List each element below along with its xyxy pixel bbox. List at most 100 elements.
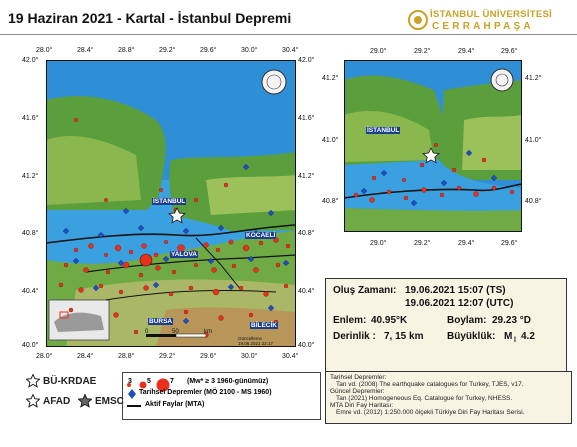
fault-line <box>85 254 297 273</box>
place-istanbul: İSTANBUL <box>152 198 187 205</box>
time-ts: 19.06.2021 15:07 (TS) <box>405 285 506 296</box>
legend-historical-icon <box>128 389 136 399</box>
time-utc: 19.06.2021 12:07 (UTC) <box>405 298 514 309</box>
inset-map[interactable] <box>344 60 522 232</box>
fault-line <box>343 183 523 199</box>
references-box: Tarihsel Depremler: Tan vd. (2008) The e… <box>325 371 572 424</box>
recent-earthquakes <box>58 118 291 338</box>
main-lon-tick-bottom: 29.6° <box>200 353 217 360</box>
main-lon-tick-top: 29.2° <box>159 47 176 54</box>
main-lat-tick-right: 40.4° <box>298 288 315 295</box>
ref-faults: Emre vd. (2012) 1:250.000 ölçekli Türkiy… <box>336 409 525 416</box>
place-kocaeli: KOCAELİ <box>245 232 277 239</box>
historical-earthquakes <box>62 163 290 325</box>
inset-lon-tick-bottom: 29.2° <box>414 240 431 247</box>
inset-epicenter-star-icon <box>422 147 440 164</box>
scale-fifty: 50 <box>172 329 179 335</box>
main-lat-tick-left: 41.6° <box>22 115 39 122</box>
place-yalova: YALOVA <box>170 251 199 258</box>
fault-line <box>45 224 297 244</box>
scale-unit: km <box>204 329 212 335</box>
afad-star-icon <box>26 394 40 408</box>
inset-lon-tick-top: 29.4° <box>458 48 475 55</box>
main-lat-tick-left: 40.0° <box>22 342 39 349</box>
university-subname: CERRAHPAŞA <box>432 21 534 32</box>
inset-lon-tick-bottom: 29.0° <box>370 240 387 247</box>
main-lon-tick-bottom: 28.0° <box>36 353 53 360</box>
inset-lat-tick-right: 41.0° <box>525 137 542 144</box>
legend-size5: 5 <box>147 378 151 385</box>
time-label: Oluş Zamanı: <box>333 285 397 296</box>
scale-bar <box>146 334 176 337</box>
legend-fault-icon <box>127 405 141 407</box>
university-logo-icon <box>408 10 428 30</box>
epicenter-star-icon <box>168 207 186 224</box>
place-bursa: BURSA <box>148 318 174 325</box>
mag-num: 4.2 <box>521 331 535 342</box>
legend-range: (Mw* ≥ 3 1960-günümüz) <box>187 378 269 385</box>
main-lon-tick-top: 28.8° <box>118 47 135 54</box>
map-date-value: 19.06.2021 22:17 <box>238 341 274 346</box>
main-lat-tick-right: 42.0° <box>298 57 315 64</box>
main-lat-tick-left: 41.2° <box>22 173 39 180</box>
event-info-box: Oluş Zamanı: 19.06.2021 15:07 (TS) 19.06… <box>325 278 567 373</box>
lon-label: Boylam: <box>447 315 487 326</box>
inset-lon-tick-top: 29.2° <box>414 48 431 55</box>
inset-lon-tick-top: 29.0° <box>370 48 387 55</box>
inset-lat-tick-right: 41.2° <box>525 75 542 82</box>
ref-faults-heading: MTA Diri Fay Haritası: <box>330 402 394 409</box>
inset-lat-tick-right: 40.8° <box>525 198 542 205</box>
mag-sub: l <box>514 337 516 344</box>
main-map-frame <box>46 60 296 347</box>
main-map[interactable] <box>46 60 296 347</box>
inset-lat-tick-left: 41.2° <box>322 75 339 82</box>
inset-lat-tick-left: 41.0° <box>322 137 339 144</box>
emsc-star-icon <box>78 394 92 408</box>
main-lat-tick-left: 40.4° <box>22 288 39 295</box>
agency-bu: BÜ-KRDAE <box>43 376 97 387</box>
inset-seal-icon <box>490 68 514 92</box>
main-lon-tick-bottom: 30.0° <box>241 353 258 360</box>
university-name: İSTANBUL ÜNİVERSİTESİ <box>430 9 553 20</box>
main-lon-tick-bottom: 28.4° <box>77 353 94 360</box>
main-lat-tick-right: 40.8° <box>298 230 315 237</box>
main-lon-tick-top: 30.0° <box>241 47 258 54</box>
place-bilecik: BİLECİK <box>250 322 278 329</box>
main-lon-tick-top: 29.6° <box>200 47 217 54</box>
header-divider <box>0 34 577 35</box>
main-lon-tick-bottom: 30.4° <box>282 353 299 360</box>
ref-historical-heading: Tarihsel Depremler: <box>330 374 387 381</box>
inset-map-frame <box>344 60 522 232</box>
main-lat-tick-right: 41.6° <box>298 115 315 122</box>
scale-zero: 0 <box>145 329 149 335</box>
legend-size7: 7 <box>170 378 174 385</box>
lon-value: 29.23 °D <box>492 315 532 326</box>
main-lat-tick-right: 40.0° <box>298 342 315 349</box>
mag-value: M <box>504 331 513 342</box>
inset-lon-tick-bottom: 29.4° <box>458 240 475 247</box>
legend-size3-icon <box>127 383 131 387</box>
mag-label: Büyüklük: <box>447 331 496 342</box>
main-lat-tick-left: 42.0° <box>22 57 39 64</box>
inset-lon-tick-top: 29.6° <box>501 48 518 55</box>
inset-recent-earthquakes <box>353 143 515 203</box>
inset-lat-tick-left: 40.8° <box>322 198 339 205</box>
legend-historical: Tarihsel Depremler (MÖ 2100 - MS 1960) <box>139 389 272 396</box>
agency-afad: AFAD <box>43 396 71 407</box>
depth-value: 7, 15 km <box>384 331 424 342</box>
legend-size-markers <box>127 378 170 392</box>
depth-label: Derinlik : <box>333 331 376 342</box>
page-title: 19 Haziran 2021 - Kartal - İstanbul Depr… <box>8 10 292 26</box>
fault-line <box>105 289 277 301</box>
lat-value: 40.95°K <box>371 315 408 326</box>
ref-historical: Tan vd. (2008) The earthquake catalogues… <box>336 381 524 388</box>
legend-size7-icon <box>156 378 170 392</box>
main-lon-tick-top: 28.4° <box>77 47 94 54</box>
main-lon-tick-top: 28.0° <box>36 47 53 54</box>
map-seal-icon <box>261 69 287 95</box>
legend-box <box>122 372 321 420</box>
agency-emsc: EMSC <box>95 396 124 407</box>
legend-size3: 3 <box>128 378 132 385</box>
main-lon-tick-bottom: 29.2° <box>159 353 176 360</box>
inset-historical-earthquakes <box>360 149 498 207</box>
